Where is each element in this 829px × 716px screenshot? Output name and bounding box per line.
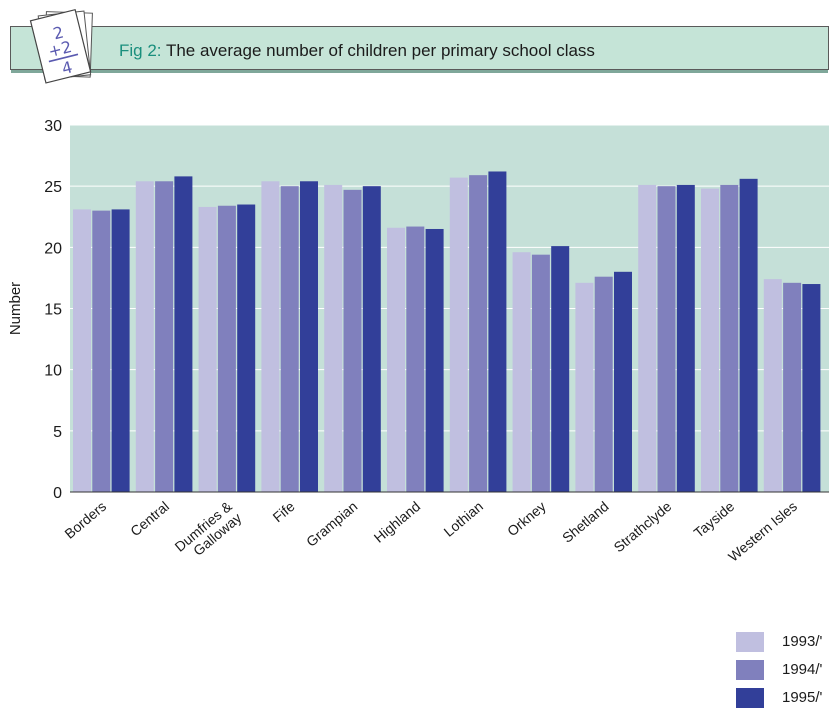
bar-borders-series-3 [111,209,130,492]
bar-borders-series-1 [73,209,91,492]
legend-swatch-1995 [736,688,764,708]
x-tick-label-shetland: Shetland [559,498,612,546]
bar-grampian-series-1 [324,184,343,492]
x-tick-label-line: Strathclyde [610,498,674,555]
bar-dumfries-galloway-series-3 [237,204,256,492]
bar-fife-series-3 [300,181,318,493]
x-tick-label-line: Central [127,498,172,539]
bar-borders-series-2 [92,210,111,492]
bar-lothian-series-3 [488,171,507,492]
bar-shetland-series-1 [575,282,594,492]
bar-central-series-2 [155,181,174,493]
bar-strathclyde-series-2 [657,186,676,492]
y-tick-label-25: 25 [44,179,62,196]
math-worksheet-icon: 2 +2 4 [29,8,93,84]
x-tick-label-line: Western Isles [725,498,800,565]
x-tick-label-line: Highland [371,498,424,546]
x-tick-label-highland: Highland [371,498,424,546]
bar-lothian-series-1 [449,177,468,492]
x-tick-label-line: Grampian [303,498,360,550]
y-tick-label-20: 20 [44,240,62,257]
bar-western-isles-series-3 [802,284,821,492]
x-tick-label-lothian: Lothian [441,498,486,540]
bar-shetland-series-3 [614,271,632,492]
y-axis-label: Number [7,282,24,335]
bar-fife-series-1 [261,181,280,493]
bar-tayside-series-2 [720,184,739,492]
x-tick-label-tayside: Tayside [691,498,738,541]
bar-highland-series-1 [387,227,405,492]
x-tick-label-grampian: Grampian [303,498,360,550]
svg-text:2: 2 [51,22,65,43]
bar-central-series-3 [174,176,193,492]
bar-lothian-series-2 [469,175,488,492]
bar-strathclyde-series-3 [676,184,695,492]
bar-chart: 0 5 10 15 20 25 30 Number Borders Central Dumfries… [7,118,829,567]
legend-label-1995: 1995/' [782,689,823,706]
figure-title: Fig 2: The average number of children pe… [119,41,595,61]
bar-shetland-series-2 [594,276,613,492]
x-tick-label-central: Central [127,498,172,539]
legend-label-1993: 1993/' [782,633,823,650]
y-tick-label-15: 15 [44,302,62,319]
bar-fife-series-2 [280,186,299,492]
bar-tayside-series-1 [701,188,719,492]
figure-label: Fig 2: [119,41,162,60]
bar-western-isles-series-1 [763,279,782,492]
figure-title-text: The average number of children per prima… [165,41,595,60]
legend-swatch-1993 [736,632,764,652]
title-banner: Fig 2: The average number of children pe… [10,26,829,73]
bar-western-isles-series-2 [783,282,802,492]
svg-text:4: 4 [60,57,74,78]
x-tick-label-line: Orkney [504,498,549,539]
y-tick-label-0: 0 [53,485,62,502]
bar-orkney-series-1 [512,252,531,492]
bar-dumfries-galloway-series-2 [217,205,236,492]
y-tick-label-5: 5 [53,424,62,441]
bar-grampian-series-3 [362,186,381,492]
x-tick-label-fife: Fife [269,498,297,525]
x-tick-label-line: Borders [61,498,109,542]
x-tick-label-line: Shetland [559,498,612,546]
bar-grampian-series-2 [343,189,362,492]
x-tick-label-dumfries-galloway: Dumfries &Galloway [172,498,245,567]
x-tick-label-strathclyde: Strathclyde [610,498,674,555]
bar-dumfries-galloway-series-1 [198,206,217,493]
banner-shadow [11,70,828,73]
y-tick-label-10: 10 [44,363,62,380]
bar-orkney-series-3 [551,246,570,492]
bar-orkney-series-2 [531,254,550,492]
x-tick-label-line: Tayside [691,498,738,541]
legend-label-1994: 1994/' [782,661,823,678]
x-tick-label-line: Lothian [441,498,486,540]
bar-highland-series-2 [406,226,425,492]
x-tick-label-orkney: Orkney [504,498,549,539]
bar-central-series-1 [135,181,154,493]
bar-strathclyde-series-1 [638,184,657,492]
y-tick-label-30: 30 [44,118,62,135]
bar-tayside-series-3 [739,178,758,492]
legend-swatch-1994 [736,660,764,680]
bar-highland-series-3 [425,228,444,492]
x-tick-label-borders: Borders [61,498,109,542]
x-tick-label-western-isles: Western Isles [725,498,800,565]
x-tick-label-line: Fife [269,498,297,525]
